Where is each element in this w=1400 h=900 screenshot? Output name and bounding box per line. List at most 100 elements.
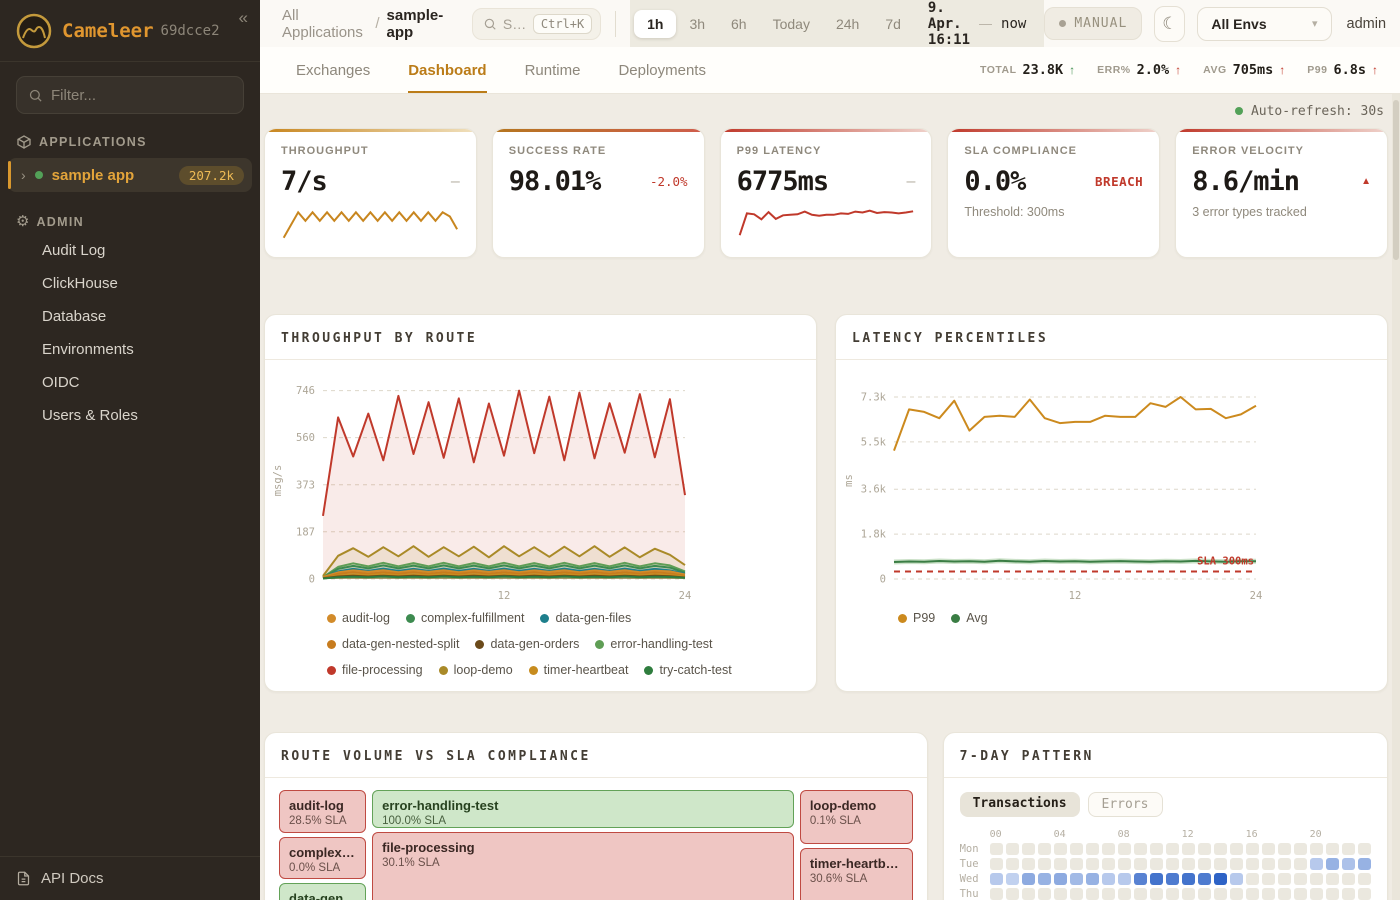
- environment-select[interactable]: All Envs ▾: [1197, 6, 1332, 41]
- brand-name: Cameleer: [62, 20, 154, 42]
- heatmap-cell: [1229, 873, 1243, 885]
- filter-input[interactable]: [51, 86, 221, 104]
- heatmap-cell: [1341, 858, 1355, 870]
- legend-label: data-gen-orders: [490, 637, 580, 651]
- legend-item-data-gen-files[interactable]: data-gen-files: [540, 611, 631, 625]
- time-range-1h[interactable]: 1h: [634, 9, 677, 38]
- legend-item-try-catch-test[interactable]: try-catch-test: [644, 663, 732, 677]
- heatmap-cell: [1293, 858, 1307, 870]
- tab-errors[interactable]: Errors: [1087, 792, 1163, 817]
- vertical-scrollbar[interactable]: [1392, 94, 1400, 900]
- heatmap-cell: [1181, 873, 1195, 885]
- heatmap-cell: [1021, 873, 1035, 885]
- breach-badge: BREACH: [1095, 174, 1144, 189]
- sidebar-item-database[interactable]: Database: [42, 308, 107, 325]
- tab-exchanges[interactable]: Exchanges: [296, 61, 371, 79]
- legend-item-data-gen-nested-split[interactable]: data-gen-nested-split: [327, 637, 459, 651]
- user-name[interactable]: admin: [1346, 15, 1387, 32]
- auto-refresh-indicator: Auto-refresh: 30s: [264, 94, 1388, 120]
- manual-refresh-button[interactable]: MANUAL: [1044, 7, 1143, 40]
- treemap-cell-name: error-handling-test: [382, 798, 499, 813]
- svg-text:373: 373: [296, 479, 315, 491]
- treemap-cell-complex-fulfillment[interactable]: complex-fulfillment0.0% SLA: [279, 836, 367, 880]
- panel-header: 7-DAY PATTERN: [943, 733, 1387, 778]
- panel-throughput-by-route: THROUGHPUT BY ROUTE 0 187 373 560 746 12 24 msg…: [264, 314, 817, 692]
- heatmap-cell: [1341, 888, 1355, 900]
- legend-item-P99[interactable]: P99: [898, 611, 935, 625]
- panel-title: THROUGHPUT BY ROUTE: [281, 331, 478, 346]
- svg-text:0: 0: [880, 574, 886, 586]
- heatmap-hour-label: 12: [1181, 829, 1194, 840]
- time-range-6h[interactable]: 6h: [718, 10, 760, 38]
- treemap-cell-timer-heartbeat[interactable]: timer-heartbeat 30.6% SLA: [799, 847, 913, 900]
- sidebar-item-api-docs[interactable]: API Docs: [0, 856, 260, 900]
- svg-text:24: 24: [1250, 590, 1263, 602]
- heatmap-cell: [1261, 873, 1275, 885]
- legend-item-file-processing[interactable]: file-processing: [327, 663, 423, 677]
- time-range-24h[interactable]: 24h: [823, 10, 872, 38]
- treemap-cell-sla: 0.0% SLA: [289, 861, 341, 874]
- sidebar-item-audit-log[interactable]: Audit Log: [42, 242, 106, 259]
- heatmap-cell: [1357, 858, 1371, 870]
- panel-seven-day-pattern: 7-DAY PATTERN Transactions Errors 00 04 08…: [942, 732, 1388, 900]
- panel-title: LATENCY PERCENTILES: [852, 331, 1049, 346]
- legend-item-error-handling-test[interactable]: error-handling-test: [595, 637, 713, 651]
- breadcrumb-all-applications[interactable]: All Applications: [282, 6, 363, 41]
- sidebar-filter[interactable]: [16, 76, 244, 114]
- brand-version: 69dcce2: [160, 23, 220, 39]
- treemap-cell-file-processing[interactable]: file-processing 30.1% SLA: [372, 831, 795, 900]
- treemap-cell-data-gen-files[interactable]: data-gen-files100.0% SLA: [279, 883, 367, 900]
- latency-legend: P99 Avg: [836, 605, 1356, 639]
- heatmap-day-label: Mon: [959, 843, 979, 855]
- tab-dashboard[interactable]: Dashboard: [408, 47, 487, 93]
- tab-runtime[interactable]: Runtime: [524, 61, 581, 79]
- legend-label: data-gen-nested-split: [342, 637, 460, 651]
- treemap-cell-name: audit-log: [289, 798, 344, 813]
- sidebar-collapse-icon[interactable]: «: [238, 8, 248, 27]
- heatmap-hour-label: [1262, 829, 1278, 840]
- tab-deployments[interactable]: Deployments: [618, 61, 706, 79]
- heatmap-hour-label: [1278, 829, 1294, 840]
- date-range-display[interactable]: 9. Apr. 16:11 — now: [914, 0, 1040, 54]
- breadcrumb-current: sample-app: [386, 6, 444, 41]
- treemap-cell-loop-demo[interactable]: loop-demo 0.1% SLA: [799, 790, 913, 844]
- svg-text:560: 560: [296, 432, 315, 444]
- admin-label: ADMIN: [36, 214, 84, 229]
- sidebar-item-oidc[interactable]: OIDC: [42, 374, 80, 391]
- legend-item-audit-log[interactable]: audit-log: [327, 611, 390, 625]
- heatmap-cell: [1277, 843, 1291, 855]
- legend-dot: [528, 665, 538, 675]
- scrollbar-thumb[interactable]: [1393, 100, 1399, 260]
- heatmap-cell: [1165, 888, 1179, 900]
- heatmap-cell: [1117, 888, 1131, 900]
- legend-item-complex-fulfillment[interactable]: complex-fulfillment: [405, 611, 524, 625]
- time-range-today[interactable]: Today: [760, 10, 823, 38]
- sidebar-item-environments[interactable]: Environments: [42, 341, 134, 358]
- legend-item-loop-demo[interactable]: loop-demo: [438, 663, 513, 677]
- panel-header: THROUGHPUT BY ROUTE: [265, 315, 816, 360]
- heatmap-cell: [1037, 843, 1051, 855]
- search-input[interactable]: [502, 15, 529, 32]
- global-search[interactable]: Ctrl+K: [471, 7, 602, 40]
- sidebar-item-clickhouse[interactable]: ClickHouse: [42, 275, 118, 292]
- sidebar-item-users-roles[interactable]: Users & Roles: [42, 407, 138, 424]
- date-range-start: 9. Apr. 16:11: [927, 0, 971, 48]
- dark-mode-toggle[interactable]: ☾: [1154, 5, 1186, 42]
- throughput-sparkline: [281, 205, 460, 245]
- treemap-cell-error-handling-test[interactable]: error-handling-test 100.0% SLA: [372, 790, 795, 828]
- tab-transactions[interactable]: Transactions: [959, 792, 1080, 817]
- legend-item-Avg[interactable]: Avg: [951, 611, 988, 625]
- summary-stats: TOTAL 23.8K ↑ ERR% 2.0% ↑ AVG 705ms ↑ P9…: [980, 47, 1378, 93]
- treemap-cell-audit-log[interactable]: audit-log 28.5% SLA: [279, 790, 367, 833]
- chevron-right-icon[interactable]: ›: [21, 167, 26, 183]
- heatmap-cell: [1357, 843, 1371, 855]
- heatmap-cell: [1245, 888, 1259, 900]
- heatmap-cell: [1005, 858, 1019, 870]
- sidebar-item-sample-app[interactable]: › sample app 207.2k: [8, 158, 252, 192]
- time-range-7d[interactable]: 7d: [872, 10, 914, 38]
- heatmap-cell: [1197, 888, 1211, 900]
- time-range-3h[interactable]: 3h: [676, 10, 718, 38]
- legend-item-data-gen-orders[interactable]: data-gen-orders: [475, 637, 579, 651]
- legend-item-timer-heartbeat[interactable]: timer-heartbeat: [528, 663, 628, 677]
- heatmap-cell: [1341, 873, 1355, 885]
